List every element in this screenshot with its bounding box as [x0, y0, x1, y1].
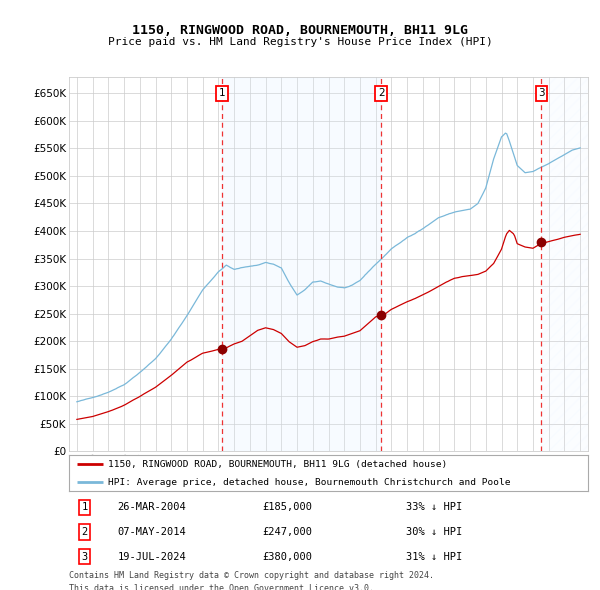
Text: 30% ↓ HPI: 30% ↓ HPI [406, 527, 463, 537]
Text: 3: 3 [82, 552, 88, 562]
Bar [541, 77, 588, 451]
Text: HPI: Average price, detached house, Bournemouth Christchurch and Poole: HPI: Average price, detached house, Bour… [108, 478, 511, 487]
Text: £380,000: £380,000 [262, 552, 312, 562]
Text: 1150, RINGWOOD ROAD, BOURNEMOUTH, BH11 9LG: 1150, RINGWOOD ROAD, BOURNEMOUTH, BH11 9… [132, 24, 468, 37]
Text: 1150, RINGWOOD ROAD, BOURNEMOUTH, BH11 9LG (detached house): 1150, RINGWOOD ROAD, BOURNEMOUTH, BH11 9… [108, 460, 447, 469]
Text: 33% ↓ HPI: 33% ↓ HPI [406, 502, 463, 512]
Text: 26-MAR-2004: 26-MAR-2004 [118, 502, 187, 512]
Text: 2: 2 [378, 88, 385, 98]
Text: 1: 1 [82, 502, 88, 512]
Text: 07-MAY-2014: 07-MAY-2014 [118, 527, 187, 537]
Text: 2: 2 [82, 527, 88, 537]
Bar [222, 77, 381, 451]
Text: 19-JUL-2024: 19-JUL-2024 [118, 552, 187, 562]
Text: Contains HM Land Registry data © Crown copyright and database right 2024.: Contains HM Land Registry data © Crown c… [69, 571, 434, 579]
Text: 31% ↓ HPI: 31% ↓ HPI [406, 552, 463, 562]
Text: 3: 3 [538, 88, 545, 98]
Text: £185,000: £185,000 [262, 502, 312, 512]
Text: This data is licensed under the Open Government Licence v3.0.: This data is licensed under the Open Gov… [69, 584, 374, 590]
Text: Price paid vs. HM Land Registry's House Price Index (HPI): Price paid vs. HM Land Registry's House … [107, 37, 493, 47]
Text: 1: 1 [219, 88, 226, 98]
Text: £247,000: £247,000 [262, 527, 312, 537]
